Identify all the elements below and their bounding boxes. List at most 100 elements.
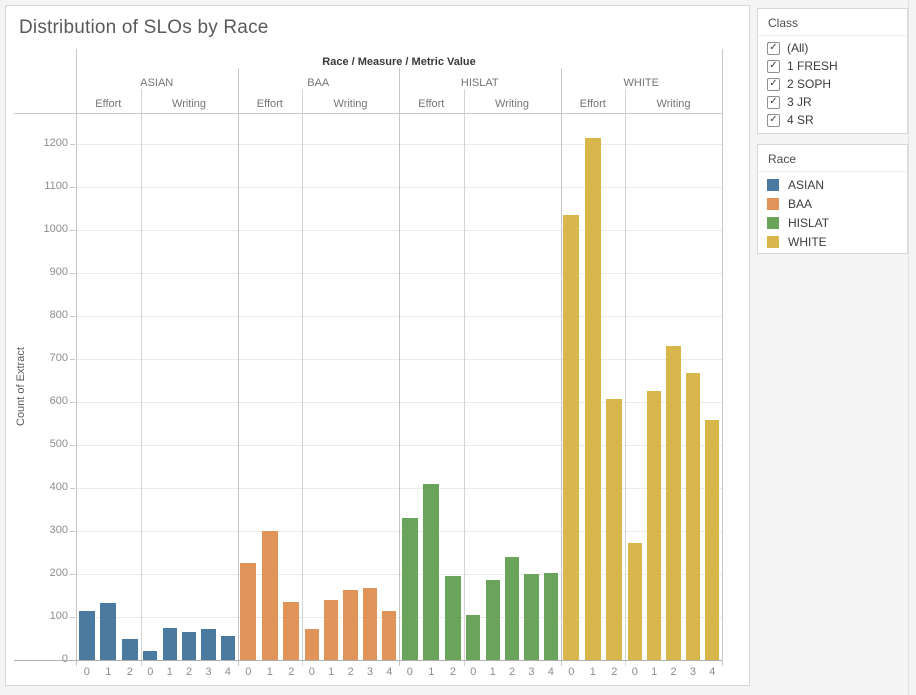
bar-hislat-writing-4[interactable] [543, 572, 558, 660]
bar-hislat-writing-2[interactable] [504, 556, 520, 660]
race-panel-divider [560, 68, 562, 666]
bar-hislat-writing-1[interactable] [485, 580, 500, 660]
x-tick-label: 2 [449, 666, 456, 678]
bar-white-writing-4[interactable] [705, 420, 720, 660]
plot-left-border [76, 49, 77, 666]
legend-item-label: HISLAT [788, 215, 830, 230]
y-tick-mark [70, 316, 75, 317]
race-legend-title: Race [758, 145, 907, 172]
race-legend-item[interactable]: WHITE [758, 232, 907, 251]
y-tick-label: 0 [61, 653, 68, 665]
race-legend-item[interactable]: ASIAN [758, 175, 907, 194]
bar-hislat-effort-2[interactable] [444, 576, 461, 660]
bar-hislat-effort-1[interactable] [423, 483, 440, 660]
bar-baa-writing-3[interactable] [362, 587, 378, 660]
x-tick-label: 0 [406, 666, 413, 678]
class-filter-option[interactable]: ✓ (All) [758, 39, 907, 57]
x-tick-label: 4 [709, 666, 716, 678]
x-tick-label: 1 [266, 666, 273, 678]
x-tick-label: 1 [651, 666, 658, 678]
x-tick-label: 1 [428, 666, 435, 678]
measure-label: Writing [333, 98, 368, 110]
race-panel-divider [237, 68, 239, 666]
bar-baa-effort-2[interactable] [283, 601, 300, 660]
class-filter-card: Class ✓ (All) ✓ 1 FRESH ✓ 2 SOPH ✓ 3 JR ✓ 4 SR [757, 8, 908, 134]
measure-panel-divider [463, 89, 465, 666]
bar-asian-writing-4[interactable] [220, 635, 235, 660]
checkbox-checked-icon[interactable]: ✓ [767, 59, 780, 73]
checkbox-checked-icon[interactable]: ✓ [767, 77, 780, 91]
y-tick-mark [70, 445, 75, 446]
y-tick-mark [70, 488, 75, 489]
bar-white-effort-2[interactable] [606, 399, 623, 660]
class-filter-option[interactable]: ✓ 4 SR [758, 111, 907, 129]
race-group-label: WHITE [623, 77, 659, 89]
race-legend-item[interactable]: BAA [758, 194, 907, 213]
plot-right-border [722, 49, 723, 666]
bar-white-effort-1[interactable] [584, 137, 601, 660]
x-tick-label: 0 [470, 666, 477, 678]
page-edge-divider [908, 0, 909, 695]
x-tick-label: 2 [186, 666, 193, 678]
y-tick-label: 800 [49, 309, 68, 321]
bar-asian-writing-3[interactable] [201, 629, 216, 660]
y-tick-label: 900 [49, 266, 68, 278]
x-tick-label: 0 [631, 666, 638, 678]
race-legend-item[interactable]: HISLAT [758, 213, 907, 232]
y-tick-label: 1200 [43, 137, 68, 149]
y-tick-mark [70, 402, 75, 403]
y-tick-mark [70, 617, 75, 618]
measure-label: Writing [656, 98, 691, 110]
race-group-label: HISLAT [460, 77, 499, 89]
bar-baa-writing-2[interactable] [343, 589, 358, 660]
measure-label: Effort [95, 98, 122, 110]
class-filter-option[interactable]: ✓ 2 SOPH [758, 75, 907, 93]
bar-hislat-writing-0[interactable] [466, 614, 481, 660]
bar-baa-effort-0[interactable] [240, 563, 257, 660]
class-filter-option[interactable]: ✓ 1 FRESH [758, 57, 907, 75]
bar-white-writing-2[interactable] [666, 346, 681, 660]
legend-item-label: BAA [788, 196, 813, 211]
bar-white-writing-1[interactable] [647, 391, 662, 660]
measure-panel-divider [140, 89, 142, 666]
y-tick-label: 1000 [43, 223, 68, 235]
filter-option-label: 1 FRESH [787, 59, 838, 73]
race-group-label: BAA [307, 77, 330, 89]
bar-hislat-effort-0[interactable] [401, 518, 418, 660]
x-tick-label: 2 [347, 666, 354, 678]
bar-white-writing-0[interactable] [627, 543, 642, 660]
bar-baa-writing-4[interactable] [382, 611, 397, 660]
bar-hislat-writing-3[interactable] [524, 574, 539, 660]
race-panel-divider [399, 68, 400, 666]
chart-title: Distribution of SLOs by Race [19, 17, 269, 38]
x-tick-label: 0 [83, 666, 90, 678]
bar-baa-writing-0[interactable] [304, 628, 319, 660]
bar-white-effort-0[interactable] [563, 214, 580, 660]
y-tick-label: 200 [49, 567, 68, 579]
bar-asian-writing-2[interactable] [181, 632, 197, 660]
bar-asian-writing-0[interactable] [143, 651, 158, 660]
x-axis-line [14, 660, 722, 661]
checkbox-checked-icon[interactable]: ✓ [767, 95, 780, 109]
y-tick-mark [70, 273, 75, 274]
checkbox-checked-icon[interactable]: ✓ [767, 41, 780, 55]
bar-asian-effort-2[interactable] [121, 638, 138, 660]
class-filter-items: ✓ (All) ✓ 1 FRESH ✓ 2 SOPH ✓ 3 JR ✓ 4 SR [758, 36, 907, 129]
bar-asian-effort-0[interactable] [78, 610, 95, 660]
x-tick-label: 4 [386, 666, 393, 678]
x-tick-label: 1 [589, 666, 596, 678]
measure-label: Writing [172, 98, 207, 110]
bar-baa-effort-1[interactable] [261, 531, 278, 660]
bar-asian-effort-1[interactable] [100, 602, 117, 660]
checkbox-checked-icon[interactable]: ✓ [767, 113, 780, 127]
bar-white-writing-3[interactable] [685, 373, 701, 660]
measure-label: Effort [256, 98, 283, 110]
color-swatch [767, 235, 779, 248]
bar-baa-writing-1[interactable] [324, 599, 339, 660]
y-tick-label: 400 [49, 481, 68, 493]
race-group-label: ASIAN [140, 77, 174, 89]
race-legend-card: Race ASIAN BAA HISLAT WHITE [757, 144, 908, 254]
class-filter-option[interactable]: ✓ 3 JR [758, 93, 907, 111]
x-tick-label: 3 [366, 666, 373, 678]
bar-asian-writing-1[interactable] [162, 627, 177, 660]
